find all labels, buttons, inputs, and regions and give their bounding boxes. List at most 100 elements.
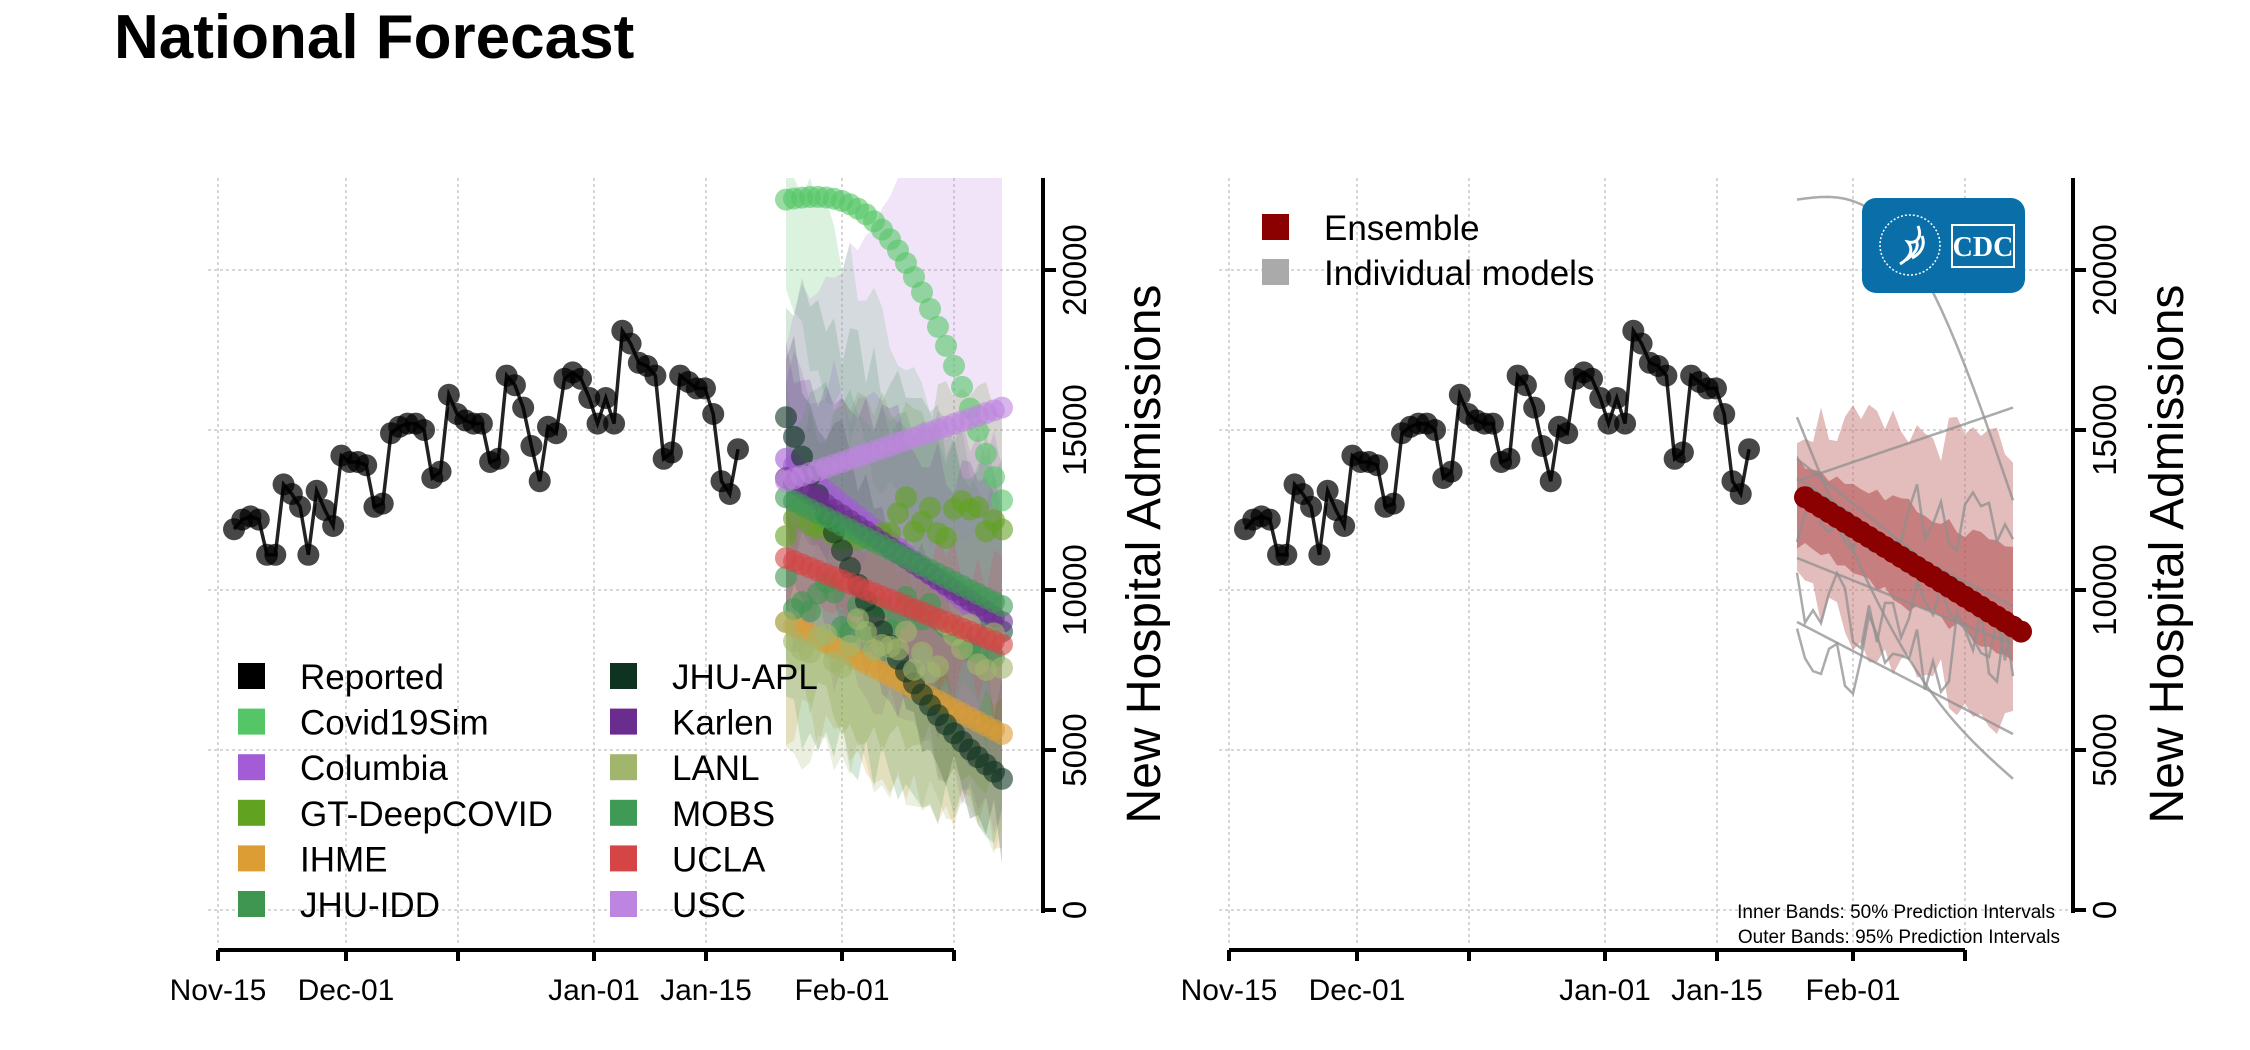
forecast-point-ucla [991,633,1013,656]
x-tick-label: Nov-15 [170,974,267,1007]
individual-model-line [1795,570,2015,661]
reported-point [512,396,535,419]
y-tick-label: 5000 [2086,713,2123,786]
left-legend: Reported Covid19Sim Columbia GT-DeepCOVID IH… [238,658,818,925]
forecast-point-lanl [855,620,877,643]
legend-label-gt-deepcovid: GT-DeepCOVID [300,795,553,834]
y-tick-label: 10000 [2086,544,2123,636]
legend-swatch-ucla [610,845,637,872]
forecast-point-lanl [775,611,797,634]
reported-point [1630,332,1653,355]
reported-point [264,543,287,566]
forecast-point-covid19sim [943,354,965,377]
individual-model-line [1796,406,2014,483]
y-tick-label: 5000 [1056,713,1093,786]
forecast-point-gt-deepcovid [895,486,917,509]
reported-point [1539,470,1562,493]
reported-point [1605,387,1628,409]
cdc-logo: CDC [1862,198,2025,293]
forecast-point-covid19sim [919,297,941,320]
reported-point [570,367,593,390]
reported-point [603,412,626,435]
forecast-point-covid19sim [951,375,973,398]
reported-point [247,508,270,531]
legend-swatch-gt-deepcovid [238,799,265,826]
legend-label-ucla: UCLA [672,840,766,879]
forecast-point-lanl [927,655,949,678]
y-tick-label: 0 [1056,901,1093,919]
forecast-point-lanl [911,641,933,664]
legend-swatch-mobs [610,799,637,826]
legend-swatch-individual-models [1262,259,1289,285]
forecast-point-gt-deepcovid [991,518,1013,541]
outer-bands-note: Outer Bands: 95% Prediction Intervals [1738,927,2060,948]
reported-point [1581,367,1604,390]
legend-swatch-jhu-idd [238,891,265,917]
forecast-point-covid19sim [975,442,997,465]
forecast-point-lanl [839,634,861,657]
reported-point [1589,387,1612,409]
reported-point [1258,508,1281,531]
reported-point [1382,492,1405,515]
reported-point [1333,515,1356,537]
forecast-point-lanl [895,620,917,643]
forecast-point-gt-deepcovid [967,496,989,519]
legend-swatch-lanl [610,754,637,781]
forecast-point-jhu-apl [991,767,1013,790]
reported-point [545,422,568,445]
reported-point [1300,495,1323,518]
reported-point [1556,422,1579,445]
forecast-point-gt-deepcovid [775,524,797,547]
forecast-point-ihme [991,723,1013,745]
legend-swatch-covid19sim [238,708,265,735]
forecast-point-covid19sim [935,334,957,357]
legend-label-jhu-idd: JHU-IDD [300,886,440,925]
reported-point [1523,396,1546,419]
reported-line [232,325,740,557]
legend-label-individual-models: Individual models [1324,254,1594,293]
reported-point [1448,383,1471,406]
legend-label-columbia: Columbia [300,749,448,788]
individual-model-line [1795,484,2015,554]
forecast-point-covid19sim [983,466,1005,489]
x-tick-label: Feb-01 [1805,974,1900,1007]
y-tick-label: 15000 [2086,384,2123,476]
reported-point [437,383,460,406]
left-chart-panel: Nov-15 Dec-01 Jan-01 Jan-15 Feb-01 0 5000 10000… [170,178,1171,1007]
reported-point [578,387,601,409]
reported-point [413,419,436,441]
legend-swatch-jhu-apl [610,663,637,689]
reported-point [429,460,452,483]
reported-point [1531,435,1554,457]
forecast-point-lanl [887,638,909,661]
reported-point [520,435,543,457]
reported-point [289,495,312,518]
y-tick-label: 0 [2086,901,2123,919]
right-chart-panel: Nov-15 Dec-01 Jan-01 Jan-15 Feb-01 0 5000 10000… [1181,178,2194,1007]
forecast-point-lanl [831,655,853,678]
y-tick-label: 10000 [1056,544,1093,636]
x-tick-label: Nov-15 [1181,974,1278,1007]
forecast-point-lanl [991,656,1013,679]
x-tick-label: Jan-01 [1559,974,1651,1007]
right-legend: Ensemble Individual models [1262,209,1594,293]
y-tick-label: 20000 [2086,224,2123,316]
reported-point [1366,454,1389,477]
individual-model-line [1796,620,2014,736]
inner-bands-note: Inner Bands: 50% Prediction Intervals [1737,902,2055,923]
reported-point [1514,374,1537,397]
forecast-point-lanl [975,659,997,682]
y-tick-label: 20000 [1056,224,1093,316]
forecast-point-lanl [951,637,973,660]
forecast-point-lanl [815,623,837,646]
reported-point [297,543,320,566]
legend-label-mobs: MOBS [672,795,775,834]
forecast-point-jhu-apl [791,445,813,468]
x-tick-label: Dec-01 [298,974,395,1007]
x-tick-label: Jan-15 [1671,974,1763,1007]
reported-point [1308,543,1331,566]
reported-point [619,332,642,355]
forecast-point-covid19sim [927,315,949,338]
x-tick-label: Dec-01 [1309,974,1406,1007]
